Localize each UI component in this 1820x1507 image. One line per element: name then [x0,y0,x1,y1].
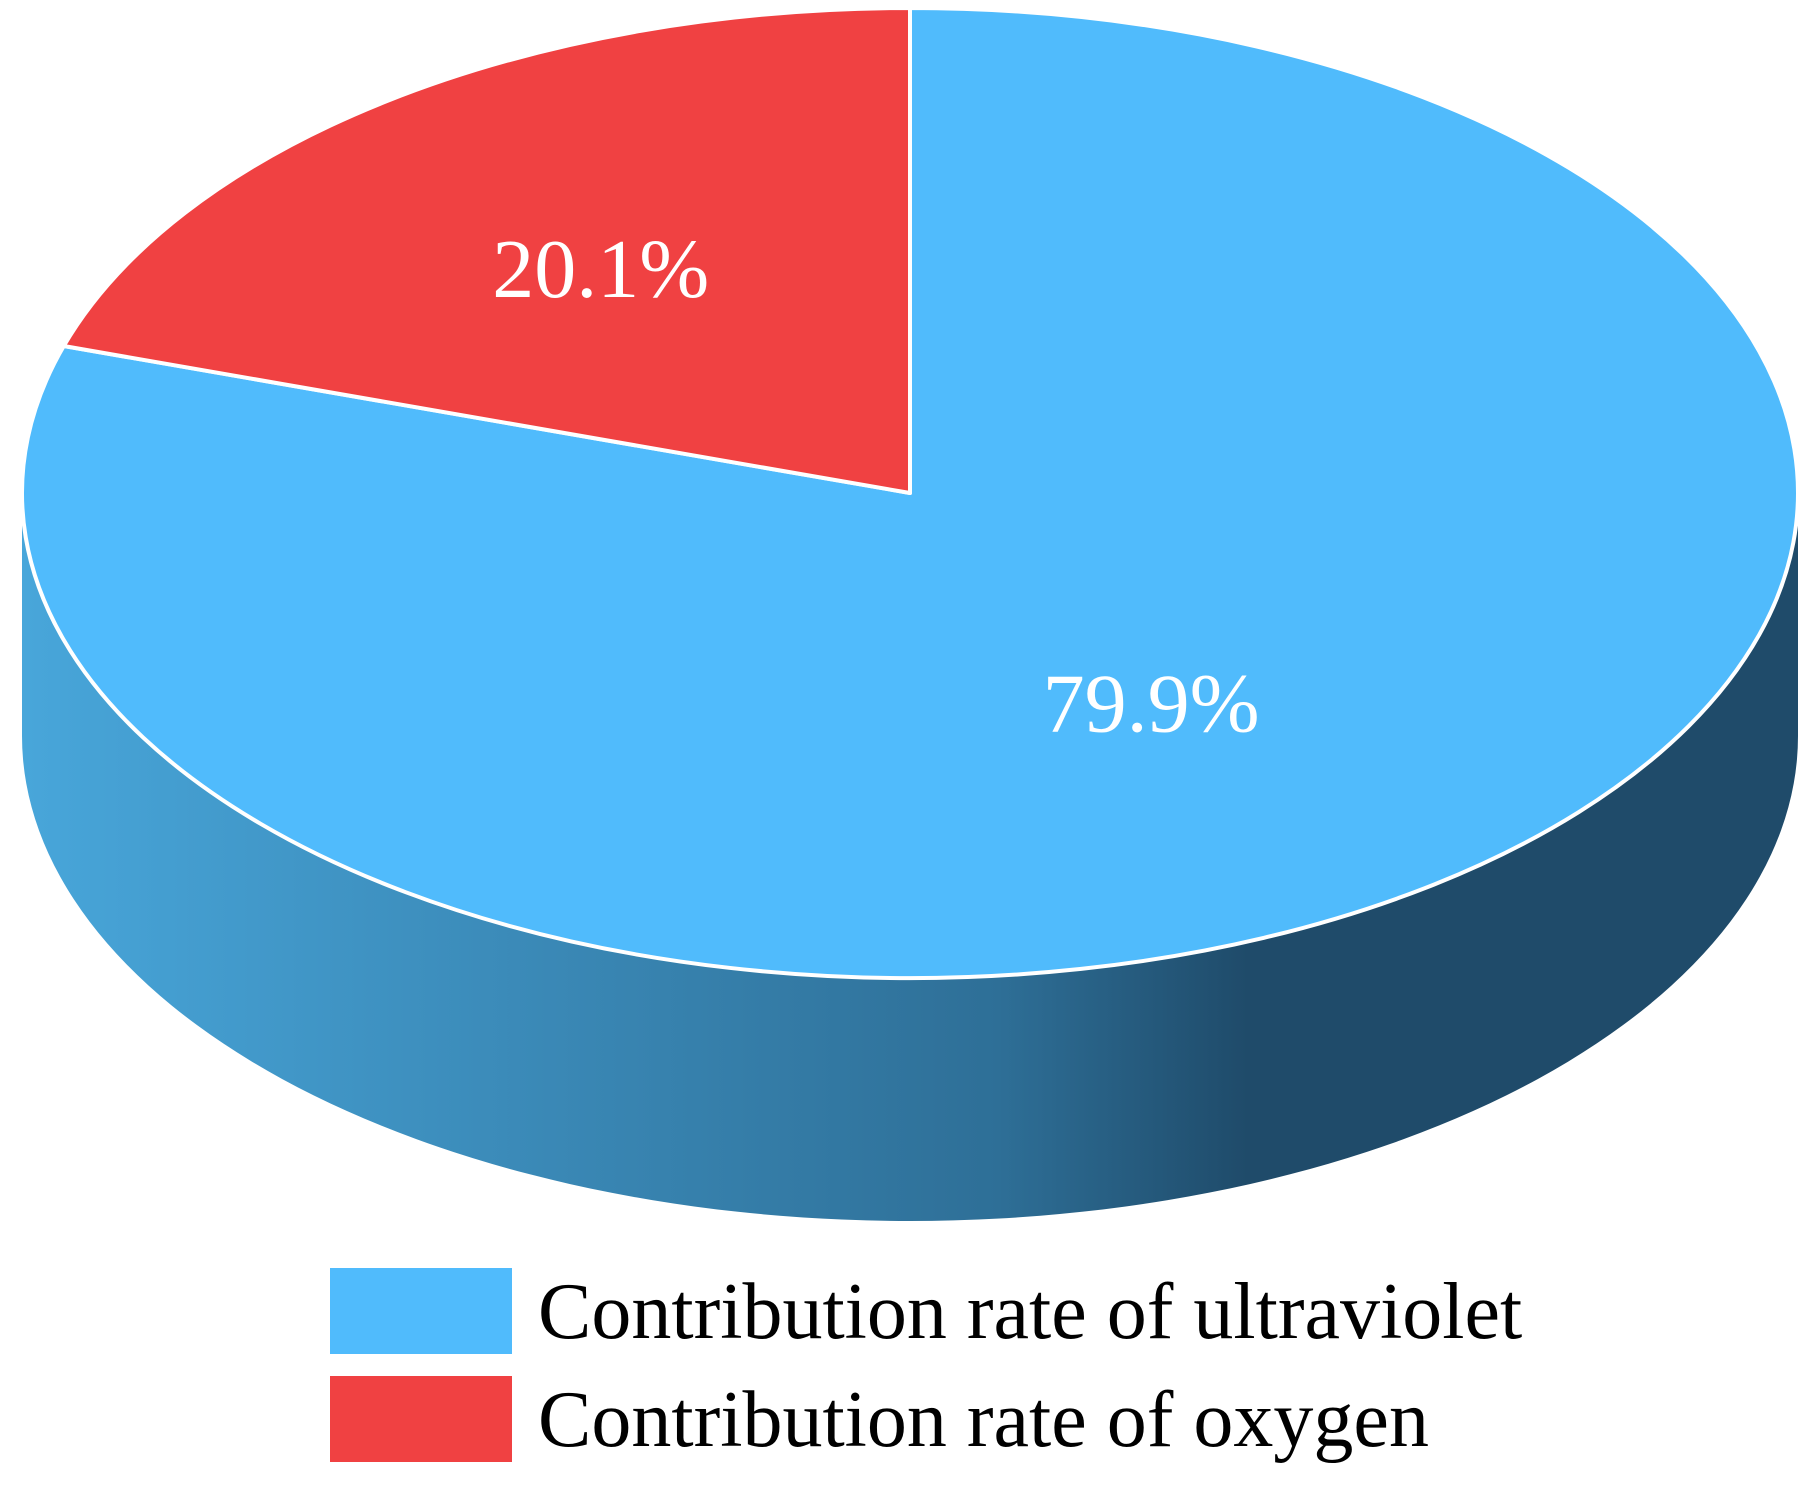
legend-label-1: Contribution rate of ultraviolet [538,1268,1522,1356]
legend-swatch-1 [330,1268,512,1354]
pie-side-wall [22,493,1798,1221]
legend-swatch-2 [330,1376,512,1462]
pie-slice-labels: 79.9% 20.1% [492,223,1259,751]
legend: Contribution rate of ultraviolet Contribu… [330,1268,1522,1464]
legend-label-2: Contribution rate of oxygen [538,1376,1429,1464]
pie-slice-label-2: 20.1% [492,223,709,316]
pie-slice-label-1: 79.9% [1043,657,1260,750]
pie-slice-1 [19,6,1800,980]
pie-slices [19,6,1800,980]
pie-slice-2 [61,6,912,495]
